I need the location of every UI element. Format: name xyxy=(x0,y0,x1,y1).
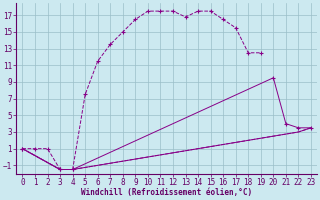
X-axis label: Windchill (Refroidissement éolien,°C): Windchill (Refroidissement éolien,°C) xyxy=(81,188,252,197)
